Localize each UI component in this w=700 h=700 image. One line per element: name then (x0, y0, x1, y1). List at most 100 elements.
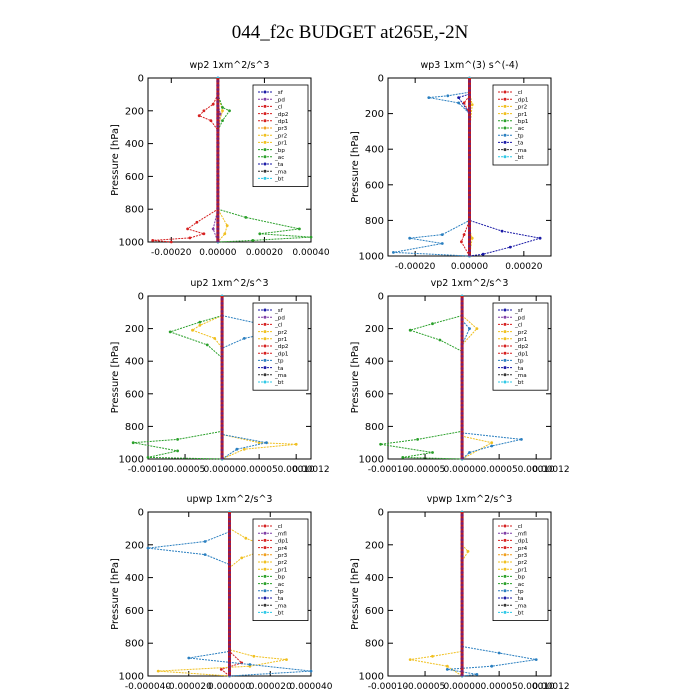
zero-profile-marker (216, 219, 220, 223)
zero-profile-marker (228, 571, 231, 575)
zero-profile-marker (460, 314, 464, 318)
legend-label: _bt (514, 155, 524, 161)
y-tick-label: 800 (365, 216, 384, 227)
legend-marker (503, 596, 507, 600)
legend-label: _dp2 (514, 344, 528, 350)
plot-frame (147, 295, 312, 460)
zero-profile-marker (460, 424, 464, 428)
legend-marker (263, 155, 267, 159)
series-point (379, 442, 382, 446)
legend-marker (263, 567, 267, 571)
zero-profile-marker (228, 636, 231, 640)
legend-marker (503, 582, 507, 586)
zero-profile-marker (220, 350, 224, 354)
zero-profile-marker (216, 120, 220, 124)
zero-profile-marker (228, 599, 231, 603)
zero-profile-marker (216, 198, 220, 202)
zero-profile-marker (460, 334, 464, 338)
zero-profile-marker (220, 456, 224, 460)
chart-panel-3: up2 1xm^2/s^3 Pressure [hPa] 0 200 400 600 800… (110, 278, 330, 475)
x-tick-label: -0.00005 (405, 682, 445, 692)
zero-profile-marker (216, 104, 220, 108)
series-point (408, 236, 412, 240)
zero-profile-marker (220, 367, 224, 371)
legend-label: _ma (514, 603, 527, 609)
series-point (198, 320, 202, 324)
zero-profile-marker (228, 542, 231, 546)
legend-label: _mfl (274, 531, 287, 537)
legend-box (252, 518, 309, 621)
zero-profile-marker (460, 579, 464, 583)
zero-profile-marker (460, 550, 464, 554)
x-tick-label: -0.000020 (166, 682, 212, 692)
zero-profile-marker (468, 191, 471, 195)
legend-marker (503, 589, 507, 593)
plot-frame (147, 77, 312, 243)
zero-profile-marker (460, 375, 464, 379)
zero-profile-marker (460, 387, 464, 391)
zero-profile-marker (220, 354, 224, 358)
series-point (490, 664, 494, 668)
legend-marker (263, 169, 267, 173)
legend-marker (503, 119, 507, 123)
legend-marker (503, 140, 507, 144)
x-tick-label: 0.000000 (208, 682, 251, 692)
zero-profile-marker (460, 649, 464, 653)
y-tick-label: 600 (365, 389, 384, 400)
legend-label: _pr4 (514, 546, 528, 552)
zero-profile-marker (228, 669, 231, 673)
series-point (538, 236, 542, 240)
zero-profile-marker (216, 182, 220, 186)
zero-profile-marker (460, 571, 464, 575)
legend-label: _tp (514, 359, 524, 365)
series-point (188, 236, 192, 240)
panel-title: vpwp 1xm^2/s^3 (427, 494, 513, 505)
legend-label: _dp1 (274, 119, 289, 125)
legend-label: _ma (274, 603, 287, 609)
zero-profile-marker (468, 120, 471, 124)
legend-marker (263, 133, 267, 137)
y-tick-label: 400 (125, 357, 144, 368)
y-tick-label: 400 (365, 573, 384, 584)
legend-label: _bt (274, 177, 284, 183)
legend-marker (503, 308, 507, 312)
y-axis-label: Pressure [hPa] (350, 131, 361, 203)
zero-profile-marker (220, 403, 224, 407)
legend-label: _cl (514, 524, 523, 530)
legend-label: _cl (514, 323, 523, 329)
zero-profile-marker (460, 444, 464, 448)
zero-profile-marker (220, 415, 224, 419)
zero-profile-marker (220, 428, 224, 432)
zero-profile-marker (216, 79, 220, 83)
series-point (462, 233, 466, 237)
zero-profile-marker (460, 432, 464, 436)
zero-profile-marker (228, 624, 231, 628)
legend-marker (263, 140, 267, 144)
x-tick-label: -0.00010 (368, 682, 409, 692)
legend-label: _ac (274, 155, 284, 161)
series-point (213, 337, 217, 340)
legend-label: _pd (274, 315, 285, 321)
zero-profile-marker (468, 115, 471, 119)
y-axis-label: Pressure [hPa] (350, 342, 361, 414)
legend-label: _pd (514, 315, 525, 321)
series-point (309, 669, 313, 673)
series-point (445, 668, 449, 671)
y-tick-label: 600 (125, 389, 144, 400)
legend-marker (263, 344, 267, 348)
zero-profile-marker (220, 338, 224, 342)
series-point (446, 94, 450, 98)
zero-profile-marker (460, 371, 464, 375)
zero-profile-marker (228, 628, 231, 632)
legend-marker (263, 148, 267, 152)
zero-profile-marker (228, 521, 231, 525)
zero-profile-marker (460, 653, 464, 657)
zero-profile-marker (228, 575, 231, 579)
zero-profile-marker (228, 640, 231, 644)
legend-label: _cl (274, 105, 283, 111)
legend-label: _bp (274, 575, 285, 581)
zero-profile-marker (460, 517, 464, 521)
legend-marker (263, 603, 267, 607)
zero-profile-marker (216, 165, 220, 169)
legend-label: _dp1 (514, 351, 529, 357)
